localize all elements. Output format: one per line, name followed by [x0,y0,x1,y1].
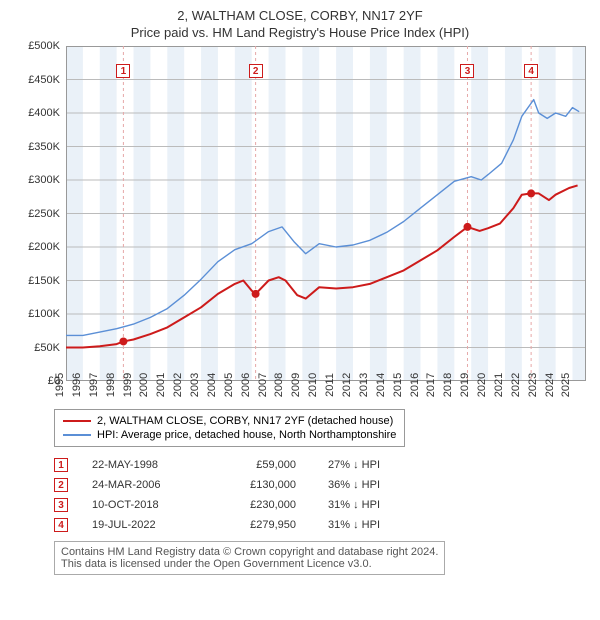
sale-row: 3 10-OCT-2018 £230,000 31% ↓ HPI [54,495,590,515]
x-tick-label: 2000 [138,373,150,397]
x-tick-label: 2003 [189,373,201,397]
legend-swatch-property [63,420,91,422]
x-tick-label: 2020 [476,373,488,397]
sale-marker: 1 [116,64,130,78]
chart-title-sub: Price paid vs. HM Land Registry's House … [10,25,590,40]
legend-row-hpi: HPI: Average price, detached house, Nort… [63,428,396,442]
sale-pct: 31% ↓ HPI [320,499,380,511]
x-tick-label: 2005 [223,373,235,397]
y-tick-label: £500K [28,40,60,52]
x-tick-label: 2004 [206,373,218,397]
x-tick-label: 2025 [560,373,572,397]
sale-row: 4 19-JUL-2022 £279,950 31% ↓ HPI [54,515,590,535]
y-tick-label: £400K [28,107,60,119]
sale-marker: 2 [54,478,68,492]
legend-row-property: 2, WALTHAM CLOSE, CORBY, NN17 2YF (detac… [63,414,396,428]
chart-title-address: 2, WALTHAM CLOSE, CORBY, NN17 2YF [10,8,590,23]
x-tick-label: 2007 [256,373,268,397]
x-tick-label: 2017 [425,373,437,397]
x-tick-label: 2019 [459,373,471,397]
x-tick-label: 2012 [341,373,353,397]
plot-area: £0£50K£100K£150K£200K£250K£300K£350K£400… [66,46,586,381]
x-tick-label: 2014 [375,373,387,397]
sale-date: 10-OCT-2018 [92,499,192,511]
sale-date: 24-MAR-2006 [92,479,192,491]
sale-marker: 1 [54,458,68,472]
x-tick-label: 2024 [543,373,555,397]
x-tick-label: 2023 [526,373,538,397]
sale-pct: 36% ↓ HPI [320,479,380,491]
sale-pct: 27% ↓ HPI [320,459,380,471]
sale-marker: 2 [249,64,263,78]
x-tick-label: 2021 [493,373,505,397]
x-tick-label: 2015 [391,373,403,397]
attribution-line2: This data is licensed under the Open Gov… [61,558,438,570]
sales-table: 1 22-MAY-1998 £59,000 27% ↓ HPI 2 24-MAR-2006… [54,455,590,535]
x-tick-label: 2013 [358,373,370,397]
sale-date: 22-MAY-1998 [92,459,192,471]
x-tick-label: 2002 [172,373,184,397]
sale-price: £279,950 [216,519,296,531]
y-tick-label: £450K [28,74,60,86]
legend-swatch-hpi [63,434,91,436]
sale-price: £59,000 [216,459,296,471]
sale-row: 2 24-MAR-2006 £130,000 36% ↓ HPI [54,475,590,495]
x-tick-label: 1997 [88,373,100,397]
x-tick-label: 2001 [155,373,167,397]
y-tick-label: £350K [28,141,60,153]
y-tick-label: £250K [28,208,60,220]
x-tick-label: 1995 [54,373,66,397]
sale-marker: 4 [54,518,68,532]
y-tick-label: £50K [34,342,60,354]
x-tick-label: 1999 [121,373,133,397]
plot-svg [66,46,586,381]
attribution-line1: Contains HM Land Registry data © Crown c… [61,546,438,558]
x-tick-label: 2006 [239,373,251,397]
attribution: Contains HM Land Registry data © Crown c… [54,541,445,575]
chart-container: 2, WALTHAM CLOSE, CORBY, NN17 2YF Price … [0,0,600,585]
legend-label-hpi: HPI: Average price, detached house, Nort… [97,429,396,441]
legend: 2, WALTHAM CLOSE, CORBY, NN17 2YF (detac… [54,409,405,447]
sale-row: 1 22-MAY-1998 £59,000 27% ↓ HPI [54,455,590,475]
x-tick-label: 2022 [510,373,522,397]
x-tick-label: 2018 [442,373,454,397]
sale-pct: 31% ↓ HPI [320,519,380,531]
y-tick-label: £200K [28,241,60,253]
y-tick-label: £100K [28,308,60,320]
y-tick-label: £150K [28,275,60,287]
x-tick-label: 2010 [307,373,319,397]
x-tick-label: 2009 [290,373,302,397]
sale-price: £230,000 [216,499,296,511]
sale-marker: 3 [54,498,68,512]
x-tick-label: 2011 [324,373,336,397]
x-tick-label: 2016 [408,373,420,397]
sale-date: 19-JUL-2022 [92,519,192,531]
legend-label-property: 2, WALTHAM CLOSE, CORBY, NN17 2YF (detac… [97,415,393,427]
x-tick-label: 1996 [71,373,83,397]
x-tick-label: 2008 [273,373,285,397]
sale-marker: 3 [460,64,474,78]
x-tick-label: 1998 [104,373,116,397]
sale-marker: 4 [524,64,538,78]
y-tick-label: £300K [28,174,60,186]
sale-price: £130,000 [216,479,296,491]
